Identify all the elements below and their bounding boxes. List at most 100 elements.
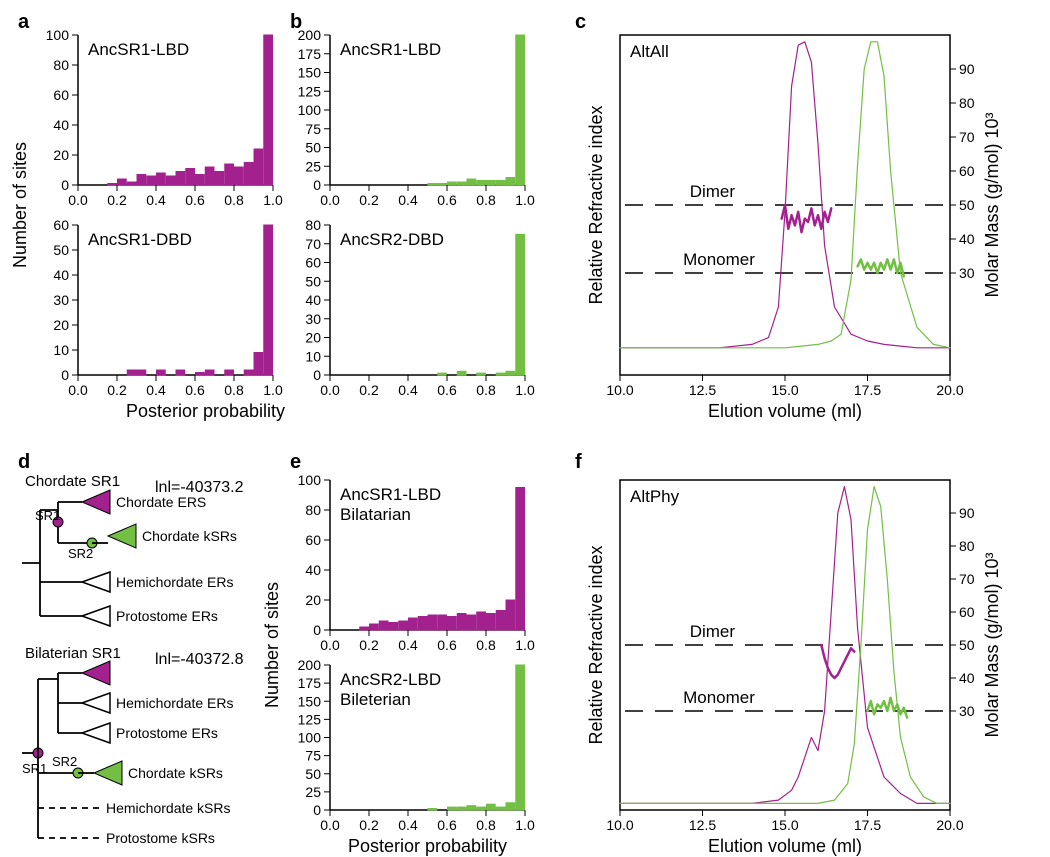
y-tick-label: 125 xyxy=(298,711,322,727)
x-tick-label: 0.6 xyxy=(437,637,457,653)
tree-label: Hemichordate ERs xyxy=(116,574,234,590)
hist-bar xyxy=(399,621,408,630)
tree-label: SR2 xyxy=(52,754,77,769)
hist-bar xyxy=(225,370,234,375)
y-tick-label: 0 xyxy=(61,367,69,383)
y-tick-label: 60 xyxy=(305,255,321,271)
tree-label: Chordate SR1 xyxy=(25,473,120,490)
hist-bar xyxy=(477,807,486,810)
x-tick-label: 0.4 xyxy=(398,192,418,208)
hist-bar xyxy=(487,181,496,186)
hist-bar xyxy=(379,621,388,630)
clade-triangle-open xyxy=(82,572,110,592)
x-tick-label: 0.2 xyxy=(107,382,127,398)
panel-inset-subtitle: Bileterian xyxy=(340,690,411,709)
y-tick-label: 40 xyxy=(53,117,69,133)
panel-inset-title: AltAll xyxy=(630,42,669,61)
y-tick-label: 150 xyxy=(298,65,322,81)
y-tick-label: 100 xyxy=(46,27,70,43)
hist-bar xyxy=(477,181,486,186)
dimer-label: Dimer xyxy=(690,622,736,641)
y-tick-label: 10 xyxy=(305,348,321,364)
x-tick-label: 0.8 xyxy=(476,637,496,653)
panel-inset-title: AncSR1-DBD xyxy=(88,230,192,249)
y-tick-label: 30 xyxy=(305,311,321,327)
x-tick-label: 0.2 xyxy=(359,382,379,398)
dimer-label: Dimer xyxy=(690,182,736,201)
y2-tick-label: 80 xyxy=(959,95,975,111)
hist-bar xyxy=(127,370,136,375)
x-tick-label: 0.8 xyxy=(476,382,496,398)
x-tick-label: 0.0 xyxy=(320,637,340,653)
panel-inset-title: AncSR2-LBD xyxy=(340,670,441,689)
hist-bar xyxy=(418,617,427,631)
x-tick-label: 10.0 xyxy=(606,817,633,833)
hist-bar xyxy=(108,184,117,186)
panel-label-e: e xyxy=(290,451,301,473)
clade-triangle xyxy=(82,490,110,514)
y-tick-label: 200 xyxy=(298,657,322,673)
tree-label: Bilaterian SR1 xyxy=(25,645,121,662)
x-tick-label: 0.2 xyxy=(107,192,127,208)
x-axis-label: Posterior probability xyxy=(126,401,285,421)
x-tick-label: 0.8 xyxy=(224,382,244,398)
x-tick-label: 0.6 xyxy=(185,382,205,398)
hist-bar xyxy=(176,172,185,186)
series-line xyxy=(620,42,950,348)
tree-label: SR2 xyxy=(68,546,93,561)
panel-inset-subtitle: Bilatarian xyxy=(340,505,411,524)
hist-bar xyxy=(254,353,263,376)
tree-label: Protostome ERs xyxy=(116,725,218,741)
clade-triangle xyxy=(94,761,122,785)
x-tick-label: 0.4 xyxy=(398,637,418,653)
y-tick-label: 125 xyxy=(298,83,322,99)
tree-label: Protostome ERs xyxy=(116,608,218,624)
hist-bar xyxy=(516,488,525,631)
x-tick-label: 0.2 xyxy=(359,817,379,833)
hist-bar xyxy=(370,624,379,630)
y-tick-label: 0 xyxy=(313,367,321,383)
y-tick-label: 25 xyxy=(305,158,321,174)
y-tick-label: 175 xyxy=(298,46,322,62)
y-tick-label: 75 xyxy=(305,121,321,137)
y-tick-label: 80 xyxy=(53,57,69,73)
monomer-label: Monomer xyxy=(683,688,755,707)
x-tick-label: 0.8 xyxy=(476,192,496,208)
y2-tick-label: 50 xyxy=(959,637,975,653)
y2-tick-label: 90 xyxy=(959,505,975,521)
y2-tick-label: 40 xyxy=(959,231,975,247)
panel-label-d: d xyxy=(18,451,30,473)
y-tick-label: 0 xyxy=(61,177,69,193)
panel-label-c: c xyxy=(575,11,586,33)
hist-bar xyxy=(428,184,437,186)
hist-bar xyxy=(438,373,447,375)
x-tick-label: 0.4 xyxy=(146,192,166,208)
x-tick-label: 12.5 xyxy=(689,382,716,398)
tree-label: Chordate kSRs xyxy=(142,528,237,544)
x-tick-label: 12.5 xyxy=(689,817,716,833)
x-tick-label: 1.0 xyxy=(263,192,283,208)
hist-bar xyxy=(457,614,466,631)
y-tick-label: 30 xyxy=(53,292,69,308)
y-tick-label: 20 xyxy=(53,317,69,333)
hist-bar xyxy=(448,807,457,810)
panel-inset-title: AltPhy xyxy=(630,487,680,506)
hist-bar xyxy=(225,164,234,185)
monomer-label: Monomer xyxy=(683,250,755,269)
panel-label-a: a xyxy=(18,11,30,33)
hist-bar xyxy=(448,182,457,185)
hist-bar xyxy=(147,176,156,185)
x-tick-label: 1.0 xyxy=(515,192,535,208)
y-tick-label: 75 xyxy=(305,748,321,764)
figure-root: a0.00.20.40.60.81.0020406080100AncSR1-LB… xyxy=(0,0,1050,857)
clade-triangle-open xyxy=(82,723,110,743)
x-tick-label: 0.8 xyxy=(476,817,496,833)
hist-bar xyxy=(516,234,525,375)
y2-tick-label: 30 xyxy=(959,703,975,719)
y-tick-label: 150 xyxy=(298,693,322,709)
x-tick-label: 0.4 xyxy=(398,817,418,833)
tree-label: lnl=-40372.8 xyxy=(155,651,244,668)
tree-label: Protostome kSRs xyxy=(106,830,215,846)
hist-bar xyxy=(457,807,466,810)
hist-bar xyxy=(457,371,466,375)
